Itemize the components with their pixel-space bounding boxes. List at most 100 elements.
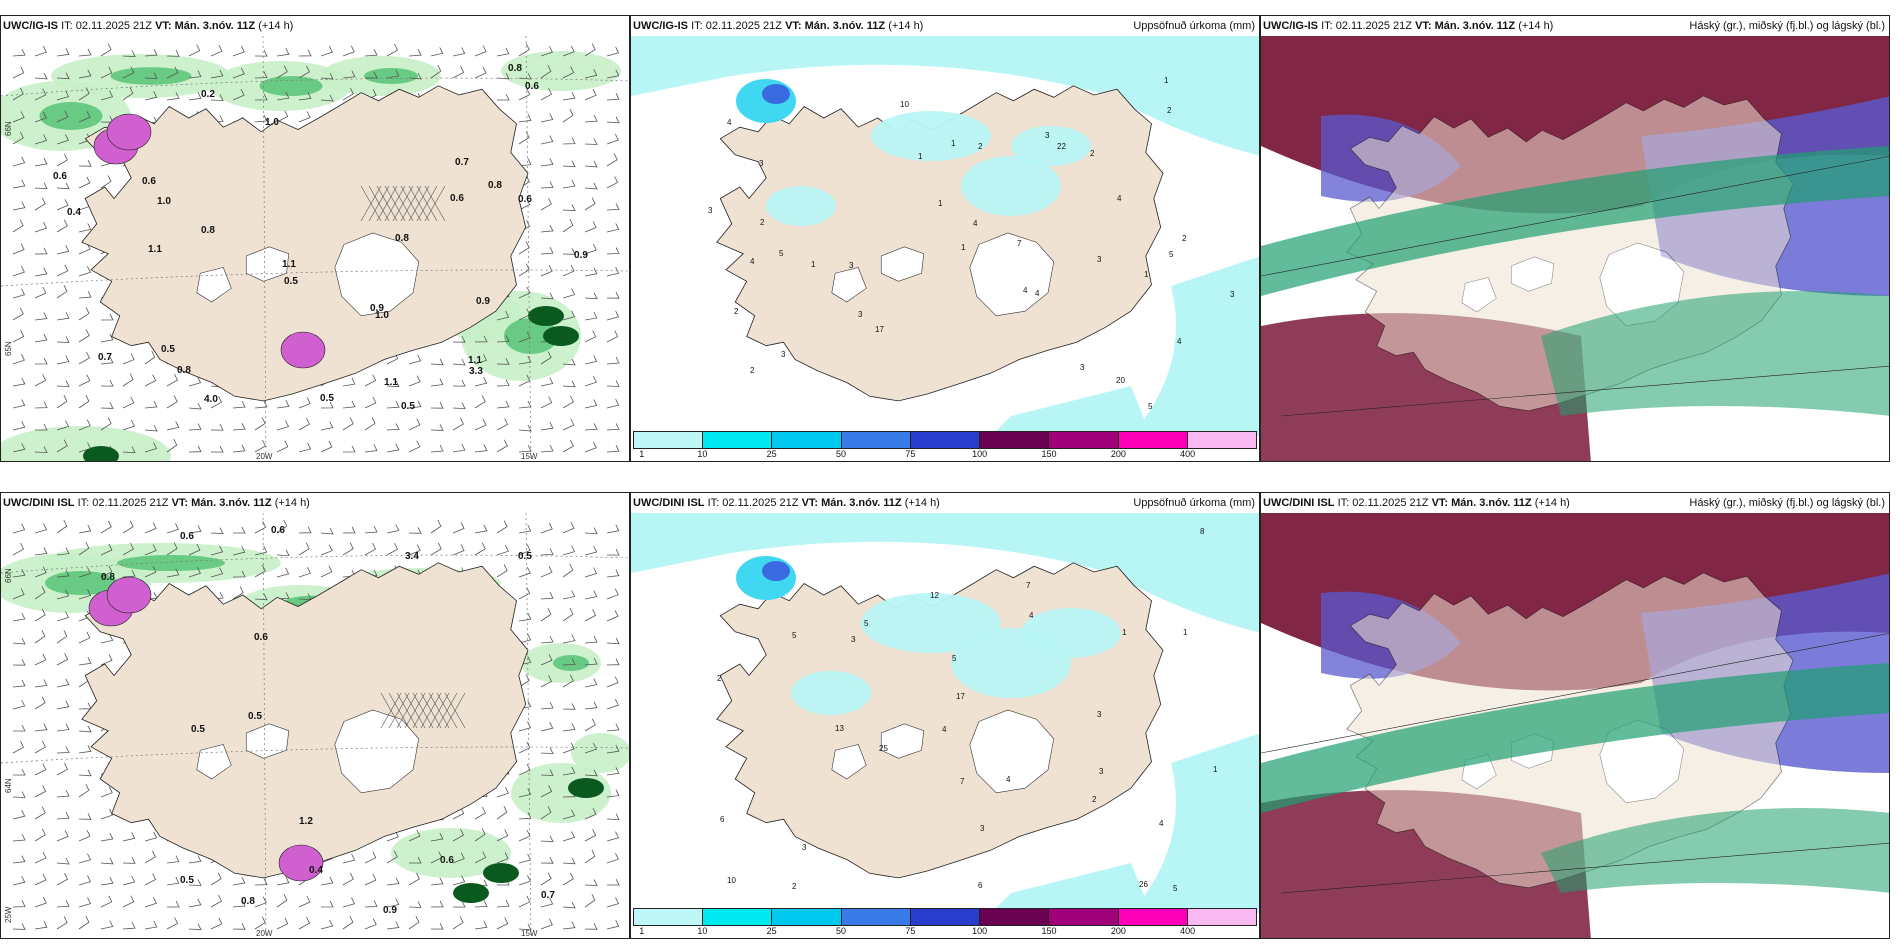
precip-value-label: 13 [835, 724, 844, 733]
wind-barb [12, 399, 26, 409]
colorbar-swatch [910, 909, 981, 925]
wind-barb [12, 265, 25, 277]
wind-barb [56, 611, 70, 622]
wind-barb [562, 109, 574, 123]
wind-barb [232, 570, 246, 578]
wind-barb [584, 330, 597, 343]
precip-area-inland [861, 593, 1001, 653]
wind-barb [584, 292, 598, 300]
wind-barb [518, 788, 532, 798]
wind-barb [584, 923, 598, 930]
wind-barb [518, 331, 531, 343]
wind-barb [100, 877, 114, 886]
wind-barb [276, 48, 290, 57]
wind-barb [562, 137, 576, 145]
wind-barb [188, 423, 202, 431]
wind-barb [452, 916, 464, 930]
wind-barb [364, 444, 378, 453]
wind-barb [430, 877, 444, 886]
wind-barb [584, 545, 598, 556]
precip-value-label: 4 [727, 118, 732, 127]
glacier-outline [196, 267, 232, 303]
precip-value-label: 1 [1122, 628, 1127, 637]
wind-barb [12, 588, 25, 600]
wind-barb [56, 900, 70, 908]
wind-barb [56, 285, 68, 299]
wind-barb [496, 418, 509, 431]
wind-barb [56, 830, 69, 842]
wind-barb [562, 723, 576, 732]
wind-barb [56, 395, 68, 409]
colorbar-swatch [1049, 909, 1119, 925]
wind-barb [430, 378, 444, 387]
precip-area-mid [259, 76, 323, 96]
wind-barb [144, 920, 158, 930]
wind-barb [606, 398, 620, 409]
wind-barb [34, 523, 48, 534]
cloud-low-band [1261, 663, 1889, 813]
wind-barb [364, 525, 378, 534]
wind-barb [188, 923, 202, 931]
cloud-low-band [1261, 146, 1889, 296]
wind-barb [518, 355, 532, 365]
wind-barb [562, 563, 574, 578]
wind-barb [12, 201, 26, 211]
wind-barb [496, 899, 510, 908]
wind-barb [34, 182, 48, 190]
wind-barb [232, 400, 246, 409]
precip-value-label: 25 [879, 744, 888, 753]
wind-barb [320, 900, 334, 908]
wind-barb [320, 565, 333, 578]
wind-barb [276, 440, 289, 453]
wind-barb [518, 613, 532, 622]
wind-barb [606, 133, 619, 145]
wind-barb [78, 725, 92, 733]
wind-barb [562, 248, 576, 255]
wind-barb [122, 87, 134, 101]
wind-barb [496, 400, 510, 409]
colorbar-swatch [1049, 432, 1119, 448]
glacier-outline [1461, 277, 1497, 313]
wind-barb [518, 198, 531, 211]
wind-barb [584, 894, 596, 908]
wind-barb [34, 630, 46, 644]
lat-lon-grid [1, 513, 629, 938]
wind-barb [364, 396, 377, 409]
wind-barb [562, 310, 576, 321]
wind-barb [166, 917, 179, 930]
wind-barb [56, 134, 69, 145]
wind-barb [100, 565, 113, 578]
snow-value-label: 1.0 [375, 310, 389, 321]
wind-barb [540, 396, 553, 409]
colorbar-tick-label: 50 [835, 449, 847, 459]
precip-area-inland [766, 186, 836, 226]
snow-value-label: 3.4 [405, 551, 419, 562]
wind-barb [188, 543, 201, 556]
wind-barb [254, 896, 267, 908]
wind-barb [540, 747, 554, 755]
wind-barb [584, 221, 597, 233]
wind-barb [342, 916, 354, 930]
colorbar-tick-label: 50 [835, 926, 847, 936]
wind-barb [122, 570, 136, 578]
colorbar-swatch [772, 432, 842, 448]
wind-barb [100, 417, 112, 431]
panel-title: UWC/DINI ISL IT: 02.11.2025 21Z VT: Mán.… [1263, 497, 1570, 509]
cloud-title: Háský (gr.), miðský (fj.bl.) og lágský (… [1689, 497, 1885, 509]
wind-barb [232, 899, 246, 908]
wind-barb [276, 65, 288, 79]
wind-barb [56, 589, 70, 600]
wind-barb [12, 288, 26, 299]
wind-barb [276, 91, 290, 101]
wind-barb [518, 263, 530, 277]
wind-barb [320, 421, 334, 431]
wind-barb [34, 333, 48, 343]
wind-barb [210, 45, 223, 57]
wind-barb [540, 835, 554, 843]
wind-barb [584, 399, 598, 409]
wind-barb [56, 857, 70, 865]
wind-barb [606, 920, 620, 930]
snow-value-label: 0.8 [241, 896, 255, 907]
wind-barb [298, 895, 311, 908]
wind-barb [430, 444, 444, 453]
